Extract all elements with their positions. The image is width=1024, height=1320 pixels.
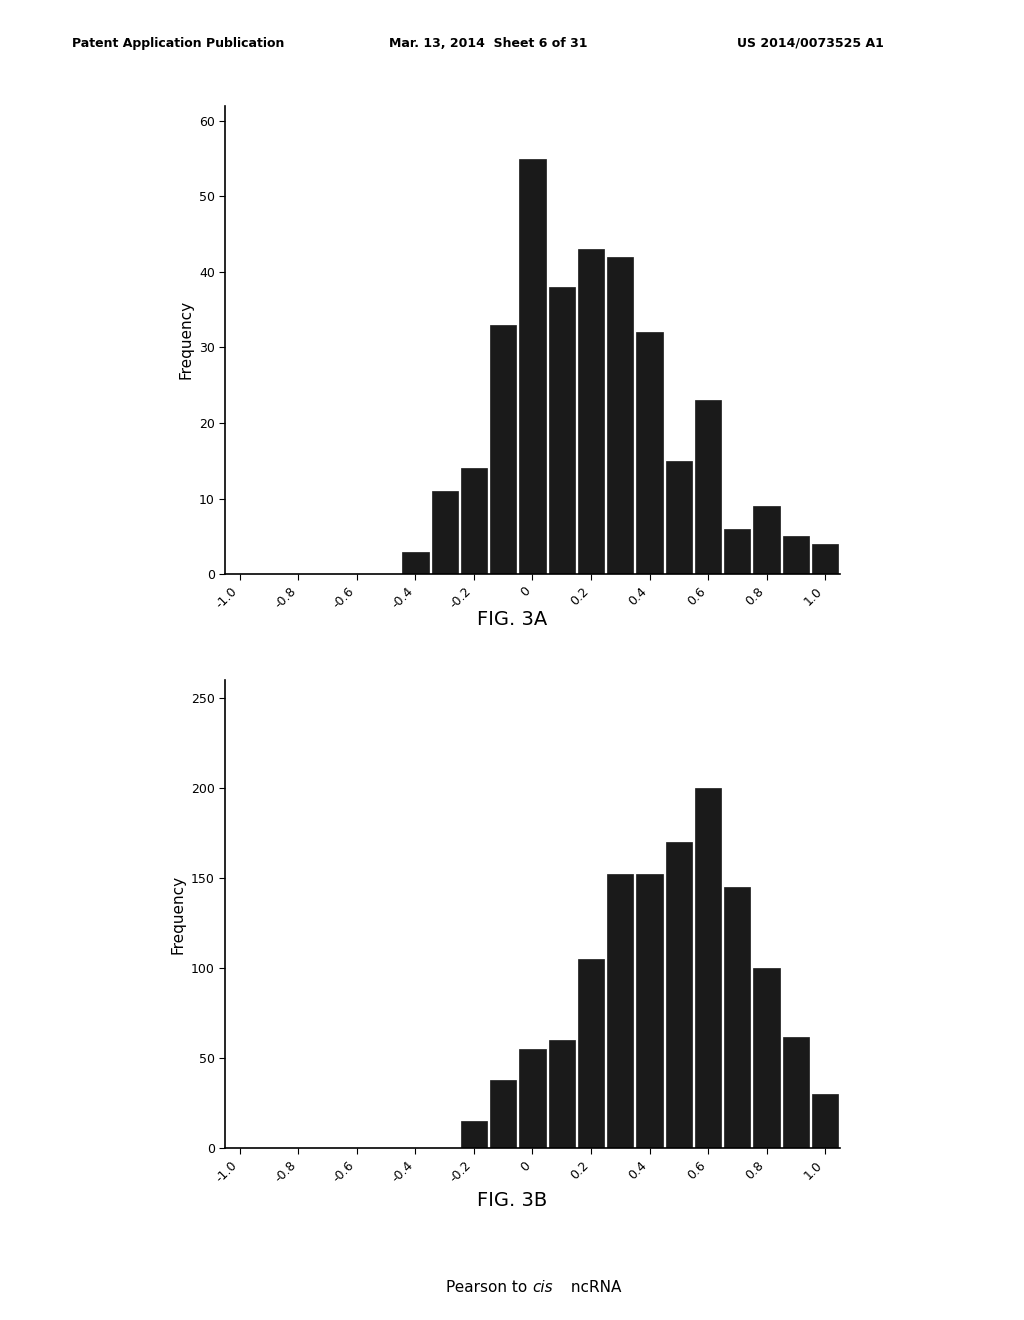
- Bar: [607, 874, 634, 1148]
- Bar: [724, 887, 751, 1148]
- Bar: [724, 529, 751, 574]
- Bar: [461, 1122, 487, 1148]
- Text: US 2014/0073525 A1: US 2014/0073525 A1: [737, 37, 884, 50]
- Bar: [578, 249, 604, 574]
- Text: ncRNA: ncRNA: [565, 1279, 621, 1295]
- Bar: [812, 1094, 839, 1148]
- Text: Pearson to cis ncRNA: Pearson to cis ncRNA: [452, 1279, 613, 1295]
- Text: cis: cis: [532, 705, 553, 721]
- Bar: [431, 491, 458, 574]
- Bar: [490, 325, 516, 574]
- Bar: [549, 1040, 574, 1148]
- Bar: [666, 842, 692, 1148]
- Bar: [519, 1049, 546, 1148]
- Bar: [754, 968, 779, 1148]
- Text: Pearson to: Pearson to: [446, 705, 532, 721]
- Text: Pearson to: Pearson to: [446, 1279, 532, 1295]
- Bar: [578, 960, 604, 1148]
- Bar: [461, 469, 487, 574]
- Text: FIG. 3B: FIG. 3B: [477, 1191, 547, 1209]
- Bar: [754, 506, 779, 574]
- Text: Pearson to cis mRNA: Pearson to cis mRNA: [453, 705, 612, 721]
- Bar: [666, 461, 692, 574]
- Bar: [490, 1080, 516, 1148]
- Bar: [695, 788, 721, 1148]
- Text: Patent Application Publication: Patent Application Publication: [72, 37, 284, 50]
- Text: cis: cis: [532, 1279, 553, 1295]
- Text: Mar. 13, 2014  Sheet 6 of 31: Mar. 13, 2014 Sheet 6 of 31: [389, 37, 588, 50]
- Bar: [782, 536, 809, 574]
- Bar: [607, 257, 634, 574]
- Bar: [549, 286, 574, 574]
- Bar: [812, 544, 839, 574]
- Y-axis label: Frequency: Frequency: [170, 875, 185, 953]
- Bar: [782, 1036, 809, 1148]
- Bar: [695, 400, 721, 574]
- Text: mRNA: mRNA: [565, 705, 617, 721]
- Bar: [636, 333, 663, 574]
- Bar: [402, 552, 429, 574]
- Bar: [519, 158, 546, 574]
- Y-axis label: Frequency: Frequency: [178, 301, 194, 379]
- Text: FIG. 3A: FIG. 3A: [477, 610, 547, 628]
- Bar: [636, 874, 663, 1148]
- Text: Pearson to cis mRNA: Pearson to cis mRNA: [453, 705, 612, 721]
